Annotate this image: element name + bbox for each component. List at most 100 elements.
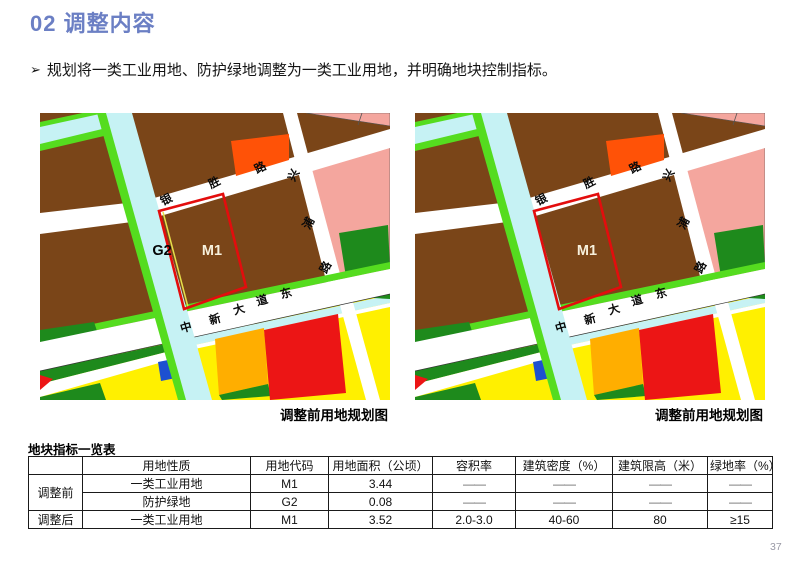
table-cell: M1 xyxy=(250,474,329,493)
parcel-label-m1: M1 xyxy=(202,243,222,259)
road-diag-south xyxy=(710,284,755,400)
table-cell: —— xyxy=(432,474,516,493)
bullet-arrow-icon: ➢ xyxy=(30,62,41,77)
table-cell: ≥15 xyxy=(707,510,773,529)
adjusted-parcel-outline xyxy=(157,192,248,311)
green-wedge-sw xyxy=(415,339,565,384)
column-header: 建筑限高（米） xyxy=(612,456,708,475)
green-wedge-sw xyxy=(40,339,190,384)
g2-green-strip xyxy=(162,211,189,308)
page-number: 37 xyxy=(770,541,782,553)
column-header: 用地面积（公顷） xyxy=(328,456,433,475)
road-label-zhongxin: 道 xyxy=(254,292,269,309)
table-cell: —— xyxy=(515,492,613,511)
red-wedge-corner xyxy=(40,375,53,390)
table-title: 地块指标一览表 xyxy=(28,443,116,457)
table-cell: 3.44 xyxy=(328,474,433,493)
green-parcel-ne xyxy=(339,225,390,277)
orange-block xyxy=(231,134,289,176)
road-label-zhongxin: 道 xyxy=(629,292,644,309)
adjusted-parcel-outline xyxy=(532,192,623,311)
amber-block xyxy=(590,328,643,395)
column-header: 用地代码 xyxy=(250,456,329,475)
table-cell: 80 xyxy=(612,510,708,529)
road-zhongxin xyxy=(40,269,390,371)
green-wedge-low xyxy=(40,383,106,400)
red-block xyxy=(264,314,346,400)
road-lower-branch xyxy=(40,346,194,397)
slide-title: 02 调整内容 xyxy=(30,11,156,36)
bullet-text: 规划将一类工业用地、防护绿地调整为一类工业用地，并明确地块控制指标。 xyxy=(46,62,557,79)
table-cell: M1 xyxy=(250,510,329,529)
column-header: 容积率 xyxy=(432,456,516,475)
road-label-zhongxin: 大 xyxy=(606,301,621,318)
bullet-line: ➢ 规划将一类工业用地、防护绿地调整为一类工业用地，并明确地块控制指标。 xyxy=(30,59,557,80)
table-cell: 2.0-3.0 xyxy=(432,510,516,529)
red-block xyxy=(639,314,721,400)
green-strip-nw xyxy=(40,322,98,342)
pink-parcel-top xyxy=(305,113,390,127)
indicator-table: 用地性质用地代码用地面积（公顷）容积率建筑密度（%）建筑限高（米）绿地率（%） … xyxy=(28,456,773,529)
table-cell: —— xyxy=(707,474,773,493)
table-cell: 防护绿地 xyxy=(82,492,251,511)
green-wedge-low xyxy=(415,383,481,400)
table-cell: 一类工业用地 xyxy=(82,510,251,529)
table-cell: —— xyxy=(707,492,773,511)
maps-row: 银胜路兴浦路中新大道东 M1 G2 调整前用地规划图 银胜路兴浦路中新大道东 M1 调… xyxy=(40,113,765,424)
road-label-zhongxin: 新 xyxy=(207,311,222,328)
green-under-amber xyxy=(594,384,646,400)
table-cell: —— xyxy=(612,474,708,493)
red-wedge-corner xyxy=(415,375,428,390)
road-edge-line xyxy=(415,293,765,372)
row-group-label: 调整前 xyxy=(28,474,83,511)
canal xyxy=(481,113,587,400)
column-header xyxy=(28,456,83,475)
table-row: 调整后 一类工业用地 M1 3.52 2.0-3.0 40-60 80 ≥15 xyxy=(28,510,773,529)
canal-strip-south xyxy=(565,295,765,346)
orange-block xyxy=(606,134,664,176)
map-caption-before: 调整前用地规划图 xyxy=(280,408,388,423)
road-lower-branch xyxy=(415,346,569,397)
parcel-divider-line xyxy=(357,113,363,126)
road-label-zhongxin: 大 xyxy=(231,301,246,318)
green-strip-road-north xyxy=(415,262,765,342)
green-strip-road-north xyxy=(40,262,390,342)
road-label-zhongxin: 东 xyxy=(278,285,293,302)
green-under-amber xyxy=(219,384,271,400)
canal-strip-south xyxy=(190,295,390,346)
table-cell: G2 xyxy=(250,492,329,511)
table-row: 调整前 一类工业用地 M1 3.44 —— —— —— —— xyxy=(28,474,773,511)
amber-block xyxy=(215,328,268,395)
road-label-zhongxin: 新 xyxy=(582,311,597,328)
road-edge-line xyxy=(40,293,390,372)
canal xyxy=(106,113,212,400)
parcel-divider-line xyxy=(732,113,738,126)
green-strip-nw xyxy=(415,322,473,342)
table-cell: —— xyxy=(515,474,613,493)
road-diag-south xyxy=(335,284,380,400)
road-label-zhongxin: 东 xyxy=(653,285,668,302)
table-cell: 一类工业用地 xyxy=(82,474,251,493)
parcel-label-m1: M1 xyxy=(577,243,597,259)
column-header: 绿地率（%） xyxy=(707,456,773,475)
column-header: 建筑密度（%） xyxy=(515,456,613,475)
road-label-zhongxin: 中 xyxy=(178,319,193,336)
table-row: 防护绿地 G2 0.08 —— —— —— —— xyxy=(29,492,773,511)
table-cell: —— xyxy=(432,492,516,511)
map-caption-after: 调整前用地规划图 xyxy=(655,408,763,423)
road-label-zhongxin: 中 xyxy=(553,319,568,336)
green-parcel-ne xyxy=(714,225,765,277)
table-cell: —— xyxy=(612,492,708,511)
road-zhongxin xyxy=(415,269,765,371)
row-group-label: 调整后 xyxy=(28,510,83,529)
column-header: 用地性质 xyxy=(82,456,251,475)
map-after: 银胜路兴浦路中新大道东 M1 调整前用地规划图 xyxy=(415,113,765,424)
table-cell: 3.52 xyxy=(328,510,433,529)
pink-parcel-top xyxy=(680,113,765,127)
map-before: 银胜路兴浦路中新大道东 M1 G2 调整前用地规划图 xyxy=(40,113,390,424)
parcel-label-g2: G2 xyxy=(152,243,171,259)
table-cell: 0.08 xyxy=(328,492,433,511)
